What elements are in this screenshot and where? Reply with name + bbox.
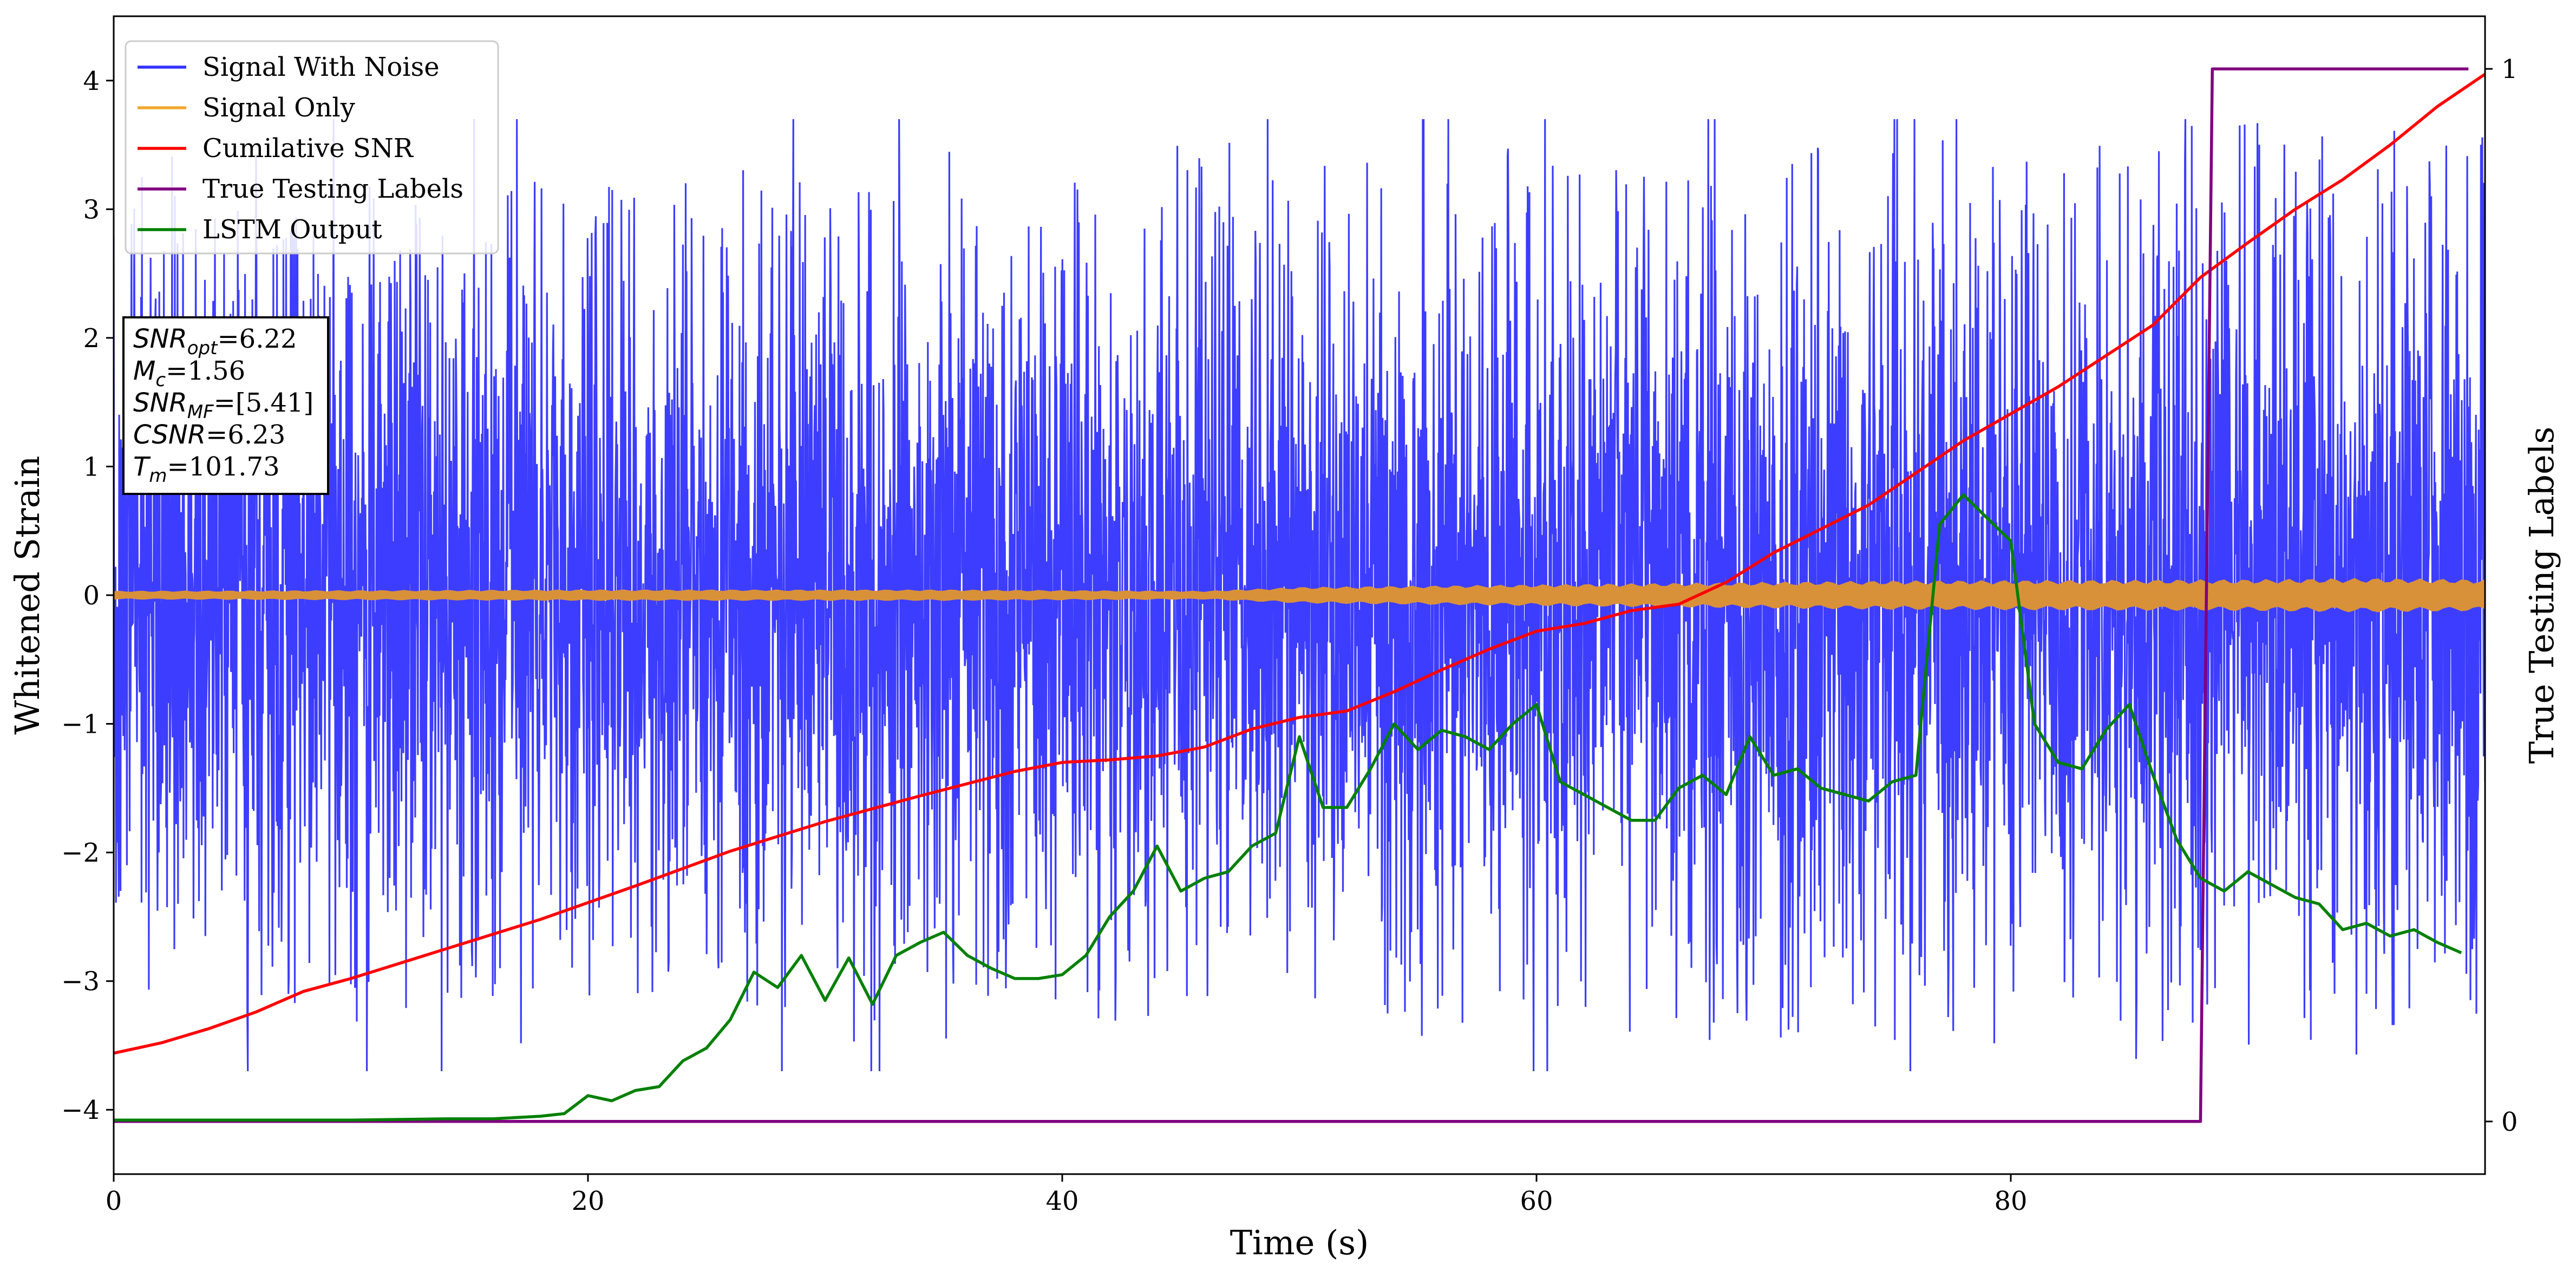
annotation-frame	[122, 316, 329, 495]
y-tick-label: −1	[61, 709, 100, 740]
x-tick-label: 80	[1994, 1186, 2027, 1216]
series-signal-with-noise	[114, 119, 2485, 1072]
y2-tick-label: 1	[2501, 54, 2518, 84]
y-axis-label: Whitened Strain	[8, 456, 47, 735]
annotation-line: Mc=1.56	[133, 356, 245, 391]
y-tick-label: −3	[61, 967, 100, 997]
annotation-line: CSNR=6.23	[133, 420, 285, 450]
y-tick-label: 1	[83, 452, 100, 482]
y-tick-label: 0	[83, 581, 100, 611]
series-cumilative-snr	[114, 73, 2485, 1055]
x-axis-label: Time (s)	[1230, 1223, 1369, 1262]
plot-area	[114, 67, 2485, 1123]
y2-tick-label: 0	[2501, 1107, 2518, 1137]
annotation-line: SNRMF=[5.41]	[133, 388, 313, 423]
legend-label: Signal Only	[202, 93, 355, 123]
x-tick-label: 0	[106, 1186, 122, 1216]
legend-label: LSTM Output	[202, 214, 382, 245]
y-tick-label: −4	[61, 1095, 100, 1125]
x-tick-label: 20	[571, 1186, 604, 1216]
annotation-line: Tm=101.73	[133, 452, 280, 487]
x-axis: 0 20 40 60 80	[106, 1174, 2028, 1216]
y-tick-label: 4	[83, 66, 100, 96]
series-signal-only	[114, 578, 2485, 613]
series-true-testing-labels	[114, 67, 2469, 1123]
series-lstm-output	[114, 493, 2462, 1122]
y2-axis-label: True Testing Labels	[2522, 427, 2561, 764]
y-tick-label: 3	[83, 194, 100, 225]
x-tick-label: 60	[1520, 1186, 1553, 1216]
legend-label: Cumilative SNR	[202, 133, 414, 164]
annotation-box: SNRopt=6.22Mc=1.56SNRMF=[5.41]CSNR=6.23T…	[122, 316, 329, 495]
annotation-line: SNRopt=6.22	[133, 324, 297, 359]
y-tick-label: −2	[61, 838, 100, 868]
x-tick-label: 40	[1045, 1186, 1078, 1216]
y-tick-label: 2	[83, 323, 100, 354]
legend-label: True Testing Labels	[202, 174, 463, 204]
y-axis-right: 01	[2485, 54, 2518, 1137]
legend: Signal With Noise Signal Only Cumilative S…	[125, 40, 499, 255]
y-axis-left: −4 −3 −2 −1 0 1 2 3 4	[61, 66, 114, 1125]
legend-frame	[125, 40, 499, 255]
legend-label: Signal With Noise	[202, 52, 440, 82]
